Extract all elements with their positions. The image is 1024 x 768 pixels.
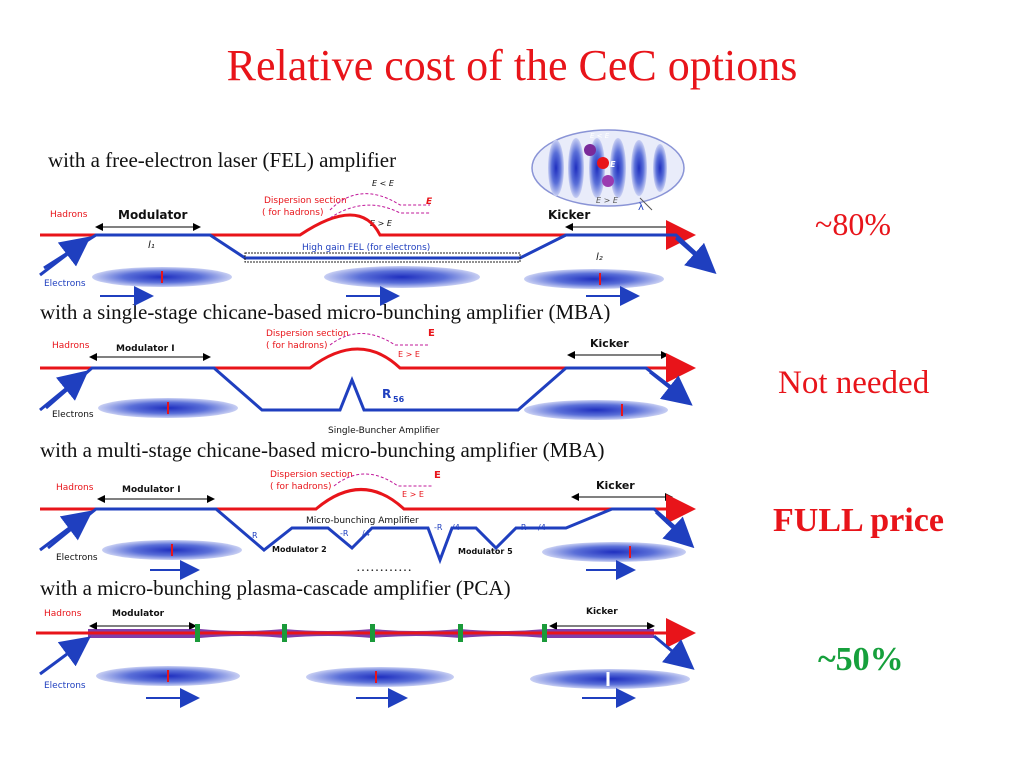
pca-electrons-label: Electrons [44, 681, 86, 691]
focusing-magnet [282, 624, 287, 642]
fel-cost: ~80% [815, 206, 891, 242]
smba-eh-label: E [428, 328, 435, 339]
smba-e-greater-label: E > E [398, 350, 420, 359]
kicker-inset [531, 129, 685, 211]
multi-mba-schematic: Hadrons Electrons Modulator I Kicker Dis… [39, 470, 696, 580]
mmba-r56-label: R [252, 531, 258, 540]
mmba-electrons-label: Electrons [56, 553, 98, 563]
svg-text:E > E: E > E [596, 196, 619, 205]
fel-dispersion-label: Dispersion section [264, 196, 347, 206]
smba-dispersion-label: Dispersion section [266, 329, 349, 339]
svg-text:E: E [610, 160, 616, 169]
smba-electrons-label: Electrons [52, 410, 94, 420]
pca-option-label: with a micro-bunching plasma-cascade amp… [40, 576, 511, 600]
focusing-magnet [370, 624, 375, 642]
mmba-eh-label: E [434, 470, 441, 481]
fel-option-label: with a free-electron laser (FEL) amplifi… [48, 148, 397, 172]
focusing-magnet [195, 624, 200, 642]
mmba-e-greater-label: E > E [402, 490, 424, 499]
fel-amplifier-label: High gain FEL (for electrons) [302, 243, 430, 253]
smba-hadrons-label: Hadrons [52, 341, 90, 351]
smba-dispersion-sub: ( for hadrons) [266, 341, 327, 351]
fel-kicker-label: Kicker [548, 208, 590, 222]
mmba-mod2-label: Modulator 2 [272, 545, 327, 554]
multi-mba-option-label: with a multi-stage chicane-based micro-b… [40, 438, 605, 462]
fel-l2-label: l₂ [596, 252, 603, 263]
pca-schematic: Hadrons Electrons Modulator Kicker [36, 607, 696, 708]
smba-r56-sub: 56 [393, 395, 405, 404]
fel-electrons-label: Electrons [44, 279, 86, 289]
fel-dispersion-sub: ( for hadrons) [262, 208, 323, 218]
mmba-dispersion-label: Dispersion section [270, 470, 353, 480]
mmba-hadrons-label: Hadrons [56, 483, 94, 493]
fel-modulator-label: Modulator [118, 208, 188, 222]
pca-modulator-label: Modulator [112, 609, 165, 619]
focusing-magnet [458, 624, 463, 642]
fel-schematic: E < E E > E λ E Hadrons Electrons Modula… [39, 129, 717, 306]
slide-title: Relative cost of the CeC options [226, 41, 798, 90]
mmba-modulator-label: Modulator I [122, 485, 181, 495]
smba-r56-label: R [382, 387, 391, 401]
svg-text:E < E: E < E [590, 132, 610, 140]
pca-kicker-label: Kicker [586, 607, 618, 617]
single-mba-schematic: Hadrons Electrons Modulator I Kicker Dis… [39, 328, 696, 436]
mmba-r56q2-label: -R [434, 523, 443, 532]
fel-l1-label: l₁ [148, 240, 155, 251]
mmba-kicker-label: Kicker [596, 479, 635, 492]
fel-e-less-label: E < E [372, 179, 395, 188]
smba-kicker-label: Kicker [590, 337, 629, 350]
svg-text:λ: λ [638, 202, 644, 213]
mmba-r56q1-label: -R [340, 529, 349, 538]
focusing-magnet [542, 624, 547, 642]
mmba-mod5-label: Modulator 5 [458, 547, 513, 556]
pca-hadrons-label: Hadrons [44, 609, 82, 619]
smba-amplifier-label: Single-Buncher Amplifier [328, 426, 440, 436]
pca-cost: ~50% [818, 641, 904, 678]
mmba-amplifier-label: Micro-bunching Amplifier [306, 516, 419, 526]
smba-modulator-label: Modulator I [116, 344, 175, 354]
mmba-dispersion-sub: ( for hadrons) [270, 482, 331, 492]
mmba-dots: ………… [356, 560, 412, 575]
fel-e-greater-label: E > E [370, 219, 393, 228]
fel-eh-label: E [426, 197, 433, 207]
fel-hadrons-label: Hadrons [50, 210, 88, 220]
single-mba-cost: Not needed [778, 365, 930, 401]
multi-mba-cost: FULL price [773, 502, 944, 539]
